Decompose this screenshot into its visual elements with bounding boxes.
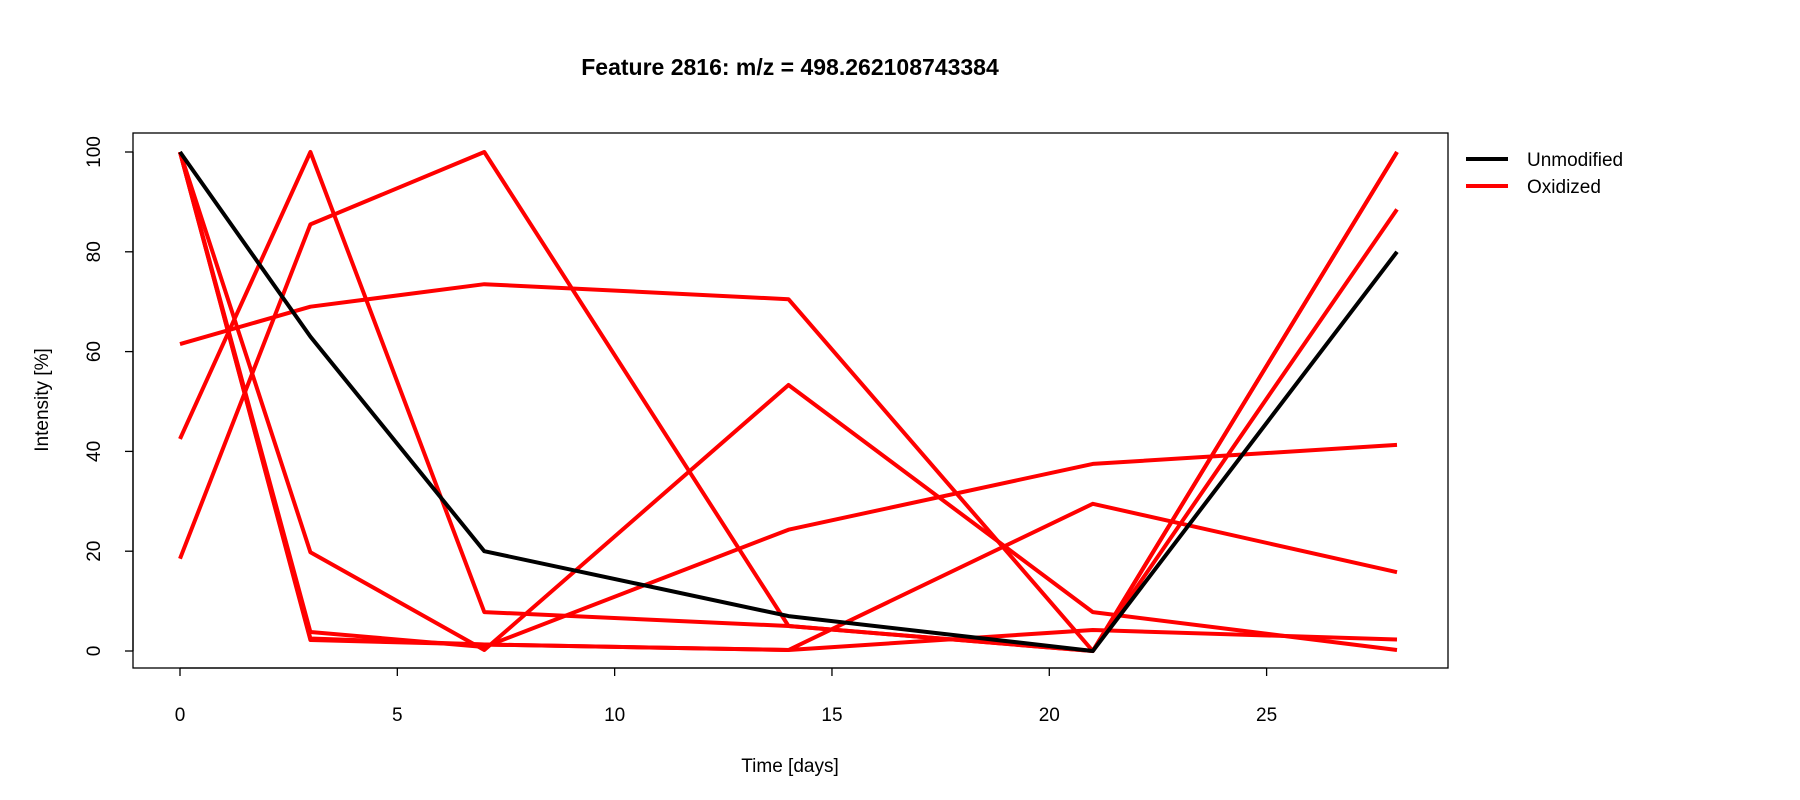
x-tick-label: 0	[175, 705, 186, 726]
y-tick-label: 60	[84, 341, 105, 362]
series-line-oxidized-3	[178, 150, 1399, 653]
x-tick-label: 20	[1039, 705, 1060, 726]
y-tick-label: 100	[84, 136, 105, 168]
y-tick-label: 40	[84, 441, 105, 462]
series-line-oxidized-2	[178, 150, 1399, 653]
y-axis: 0 20 40 60 80 100	[84, 136, 134, 657]
legend-label-oxidized: Oxidized	[1527, 177, 1601, 198]
y-tick-label: 80	[84, 241, 105, 262]
legend: Unmodified Oxidized	[1466, 150, 1623, 198]
chart-title: Feature 2816: m/z = 498.262108743384	[581, 54, 999, 80]
series-layer	[178, 150, 1399, 653]
plot-frame	[132, 132, 1449, 669]
x-axis-label: Time [days]	[741, 756, 839, 777]
series-line-oxidized-7	[178, 151, 1398, 652]
x-tick-label: 15	[821, 705, 842, 726]
y-tick-label: 20	[84, 541, 105, 562]
legend-label-unmodified: Unmodified	[1527, 150, 1623, 171]
y-tick-label: 0	[84, 646, 105, 657]
series-line-unmodified-0	[178, 150, 1399, 653]
x-tick-label: 10	[604, 705, 625, 726]
y-axis-label: Intensity [%]	[32, 348, 53, 452]
x-tick-label: 25	[1256, 705, 1277, 726]
x-tick-label: 5	[392, 705, 403, 726]
series-line-oxidized-4	[178, 151, 1398, 652]
x-axis: 0 5 10 15 20 25	[175, 667, 1277, 726]
